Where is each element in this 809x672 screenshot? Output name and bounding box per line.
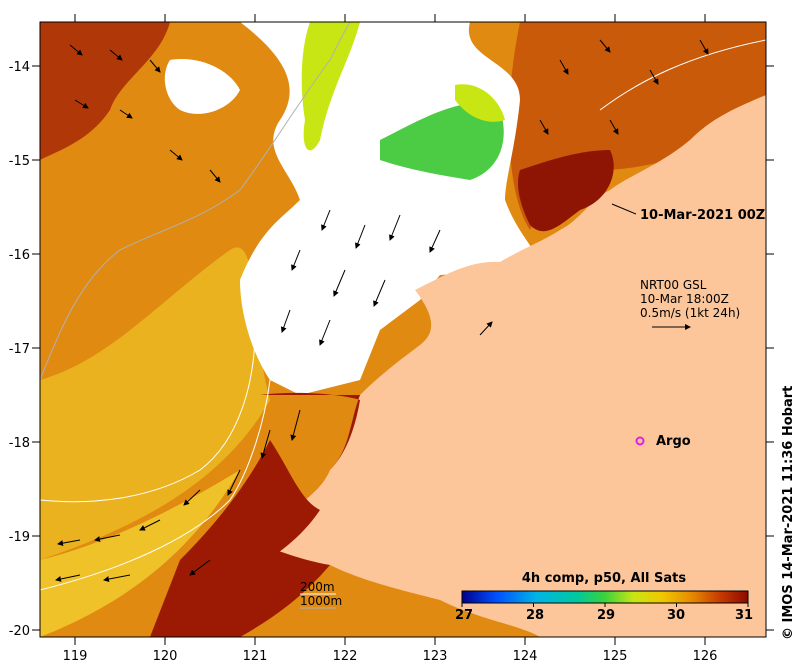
current-time-label: 10-Mar 18:00Z: [640, 292, 729, 306]
lat-tick-18: -18: [9, 436, 30, 451]
lat-tick-20: -20: [9, 624, 30, 639]
latitude-axis: [32, 65, 774, 631]
land-mass: [250, 95, 766, 637]
lon-tick-120: 120: [153, 649, 178, 664]
track-date-leader: [611, 203, 637, 215]
colorbar-tick-29: 29: [597, 608, 615, 623]
lon-tick-122: 122: [333, 649, 358, 664]
sst-green-patch-1: [301, 22, 360, 151]
cloud-patch-west: [164, 59, 240, 114]
credit-text: IMOS 14-Mar-2021 11:36 Hobart: [781, 385, 796, 623]
lat-tick-15: -15: [9, 154, 30, 169]
lat-tick-17: -17: [9, 342, 30, 357]
lon-tick-123: 123: [423, 649, 448, 664]
current-vectors: [55, 39, 709, 583]
contour-1000m-legend: 1000m: [300, 594, 342, 608]
lon-tick-126: 126: [693, 649, 718, 664]
lon-tick-121: 121: [243, 649, 268, 664]
contour-200m-legend: 200m: [300, 580, 335, 594]
colorbar-tick-27: 27: [455, 608, 473, 623]
lon-tick-125: 125: [603, 649, 628, 664]
current-source-label: NRT00 GSL: [640, 278, 707, 292]
lat-tick-19: -19: [9, 530, 30, 545]
colorbar-title: 4h comp, p50, All Sats: [522, 571, 686, 586]
sst-green-patch-2: [380, 103, 504, 180]
lon-tick-124: 124: [513, 649, 538, 664]
current-scale-label: 0.5m/s (1kt 24h): [640, 306, 740, 320]
sst-hot-nw: [40, 22, 170, 160]
sst-yellow-band: [40, 470, 240, 637]
contour-200m-north: [599, 39, 766, 111]
argo-label: Argo: [656, 434, 691, 449]
contour-200m: [40, 22, 396, 503]
sst-green-patch-3: [455, 84, 505, 122]
colorbar-ticks: [461, 603, 749, 607]
colorbar: [461, 590, 749, 604]
track-date-label: 10-Mar-2021 00Z: [640, 208, 765, 223]
imos-credit: © IMOS 14-Mar-2021 11:36 Hobart: [781, 385, 796, 640]
colorbar-tick-28: 28: [526, 608, 544, 623]
colorbar-tick-30: 30: [667, 608, 685, 623]
lat-tick-16: -16: [9, 248, 30, 263]
lon-tick-119: 119: [63, 649, 88, 664]
contour-200m-south: [40, 379, 271, 591]
lat-tick-14: -14: [9, 60, 30, 75]
sst-hot-kimberley: [518, 150, 614, 232]
sst-coastal-hot-2: [150, 440, 320, 637]
sst-warm-band: [40, 247, 270, 560]
contour-1000m: [40, 22, 351, 381]
plot-frame: [39, 21, 767, 638]
sst-coastal-hot: [150, 392, 360, 637]
argo-float-icon: [635, 436, 645, 446]
longitude-axis: [74, 14, 706, 645]
colorbar-tick-31: 31: [735, 608, 753, 623]
